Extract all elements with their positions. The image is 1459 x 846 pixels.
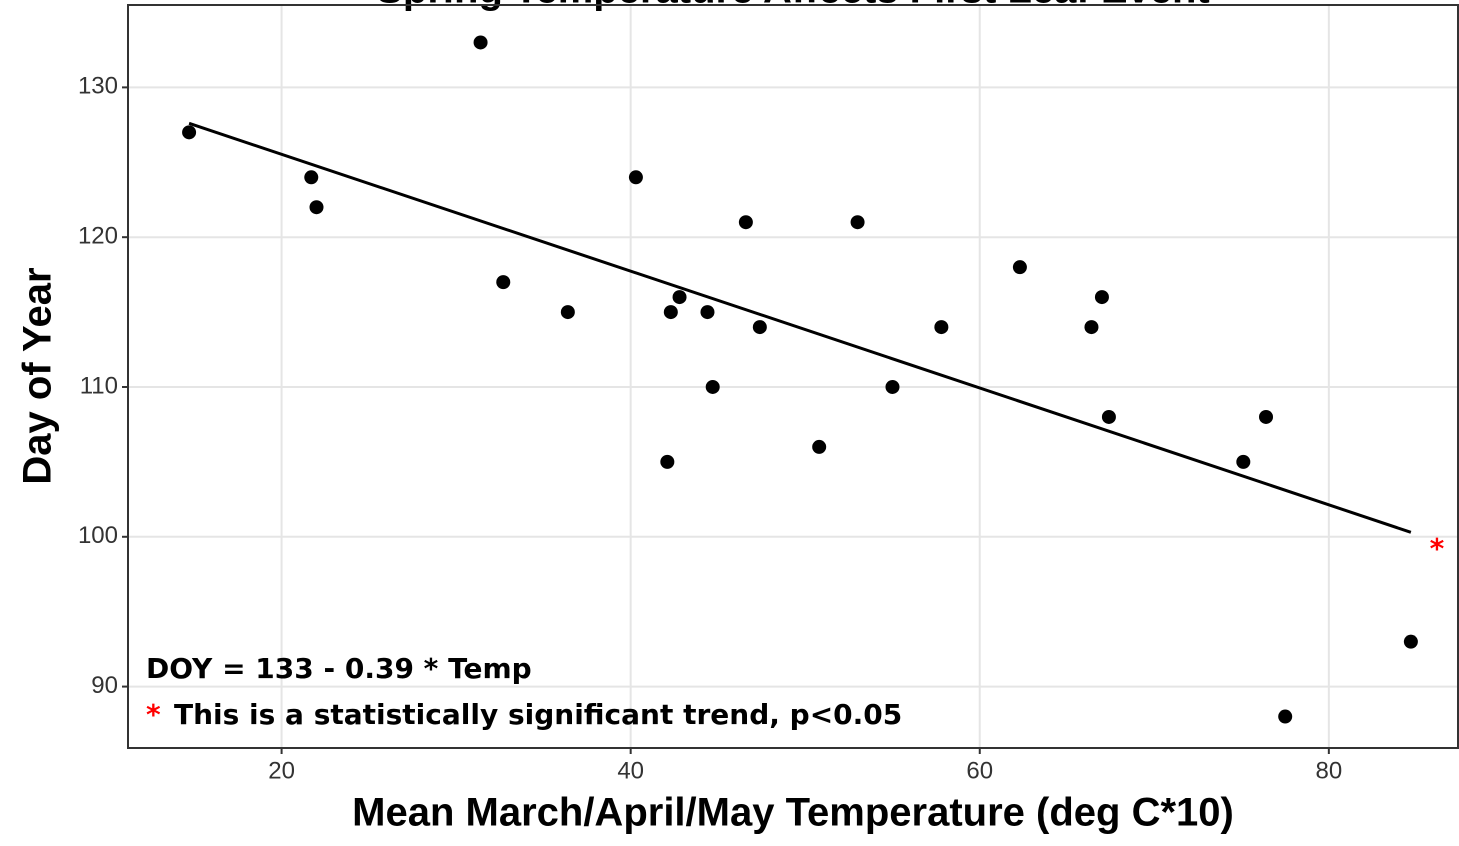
point (304, 170, 319, 185)
point (1101, 409, 1116, 424)
point (1259, 409, 1274, 424)
x-axis-title: Mean March/April/May Temperature (deg C*… (352, 791, 1234, 835)
y-tick-label: 130 (78, 73, 118, 100)
point (672, 290, 687, 305)
y-axis-title: Day of Year (16, 267, 60, 484)
annotation: DOY = 133 - 0.39 * Temp (146, 652, 532, 685)
point (752, 320, 767, 335)
point (812, 439, 827, 454)
point (473, 35, 488, 50)
y-tick-label: 90 (91, 672, 118, 699)
point (850, 215, 865, 230)
point (309, 200, 324, 215)
annotation: * (146, 698, 161, 731)
annotation: * (1430, 532, 1445, 565)
trend-line (188, 121, 1412, 534)
point (1403, 634, 1418, 649)
y-tick-label: 110 (80, 372, 118, 399)
point (700, 305, 715, 320)
point (663, 305, 678, 320)
plot-frame (127, 4, 1459, 749)
y-tick-label: 100 (78, 522, 118, 549)
point (934, 320, 949, 335)
point (885, 379, 900, 394)
point (1236, 454, 1251, 469)
point (705, 379, 720, 394)
point (660, 454, 675, 469)
x-tick-label: 60 (966, 757, 993, 784)
point (1278, 709, 1293, 724)
x-tick-label: 20 (268, 757, 295, 784)
y-tick-label: 120 (78, 223, 118, 250)
point (1012, 260, 1027, 275)
x-tick-label: 80 (1315, 757, 1342, 784)
point (560, 305, 575, 320)
point (628, 170, 643, 185)
point (182, 125, 197, 140)
annotation: This is a statistically significant tren… (174, 698, 902, 731)
x-tick-label: 40 (617, 757, 644, 784)
point (496, 275, 511, 290)
point (1084, 320, 1099, 335)
point (738, 215, 753, 230)
point (1094, 290, 1109, 305)
